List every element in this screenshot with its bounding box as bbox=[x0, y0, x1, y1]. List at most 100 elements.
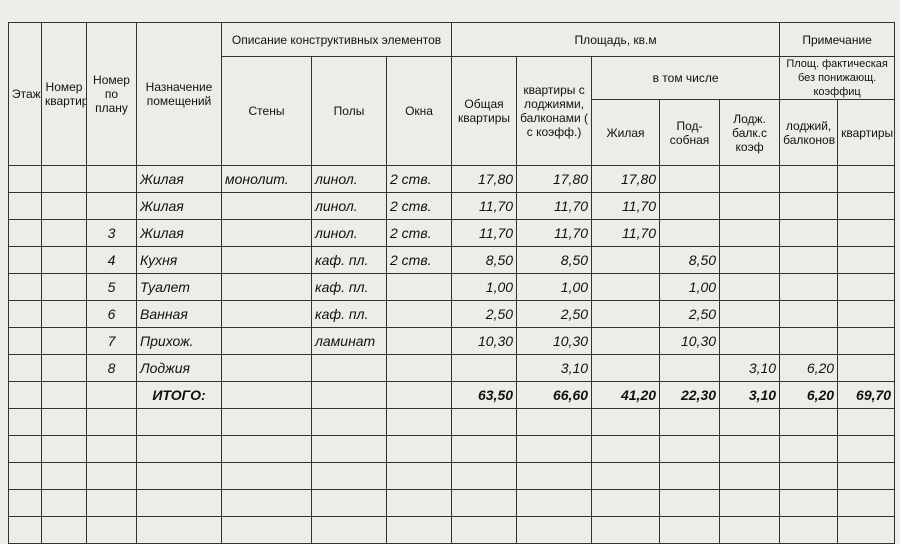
cell bbox=[719, 327, 781, 355]
cell bbox=[659, 219, 721, 247]
cell bbox=[221, 489, 312, 517]
header-plan: Номер по плану bbox=[93, 73, 130, 115]
cell bbox=[8, 327, 42, 355]
cell bbox=[516, 516, 593, 544]
cell: 10,30 bbox=[451, 327, 518, 355]
header-cell: Номер по плану bbox=[86, 22, 137, 166]
blank-row bbox=[8, 435, 896, 463]
cell bbox=[719, 516, 781, 544]
cell: 3,10 bbox=[516, 354, 593, 382]
header-floor: Этаж bbox=[12, 87, 41, 101]
cell: 2 ств. bbox=[385, 246, 453, 274]
cell: 66,60 bbox=[516, 381, 593, 409]
cell bbox=[719, 300, 781, 328]
cell: 3 bbox=[86, 219, 137, 247]
blank-row bbox=[8, 489, 896, 517]
cell: 2,50 bbox=[659, 300, 721, 328]
cell bbox=[385, 462, 453, 490]
cell bbox=[385, 516, 453, 544]
header-living: Жилая bbox=[591, 99, 661, 166]
header-walls: Стены bbox=[221, 56, 312, 166]
cell bbox=[311, 435, 387, 463]
cell bbox=[41, 354, 87, 382]
cell: 10,30 bbox=[659, 327, 721, 355]
cell: Кухня bbox=[136, 246, 222, 274]
cell bbox=[837, 165, 896, 193]
cell: 11,70 bbox=[516, 192, 593, 220]
cell bbox=[659, 462, 721, 490]
cell: 11,70 bbox=[591, 192, 661, 220]
cell: линол. bbox=[311, 219, 387, 247]
header-total-area: Общая квартиры bbox=[451, 56, 518, 166]
table-row: Жилая монолит. линол. 2 ств. 17,80 17,80 17,80 bbox=[8, 165, 896, 193]
cell: 11,70 bbox=[516, 219, 593, 247]
cell bbox=[779, 408, 839, 436]
cell bbox=[779, 489, 839, 517]
header-purpose: Назначение помещений bbox=[136, 22, 222, 166]
header-cell: Этаж bbox=[8, 22, 42, 166]
cell bbox=[719, 246, 781, 274]
cell bbox=[221, 300, 312, 328]
cell bbox=[516, 435, 593, 463]
cell bbox=[8, 192, 42, 220]
header-including: в том числе bbox=[591, 56, 781, 100]
cell: Жилая bbox=[136, 165, 222, 193]
cell bbox=[136, 462, 222, 490]
cell bbox=[837, 516, 896, 544]
cell bbox=[385, 435, 453, 463]
cell bbox=[311, 462, 387, 490]
cell: каф. пл. bbox=[311, 273, 387, 301]
cell bbox=[837, 192, 896, 220]
cell bbox=[837, 300, 896, 328]
cell bbox=[221, 246, 312, 274]
cell bbox=[837, 327, 896, 355]
cell bbox=[8, 408, 42, 436]
header-loggia-coef: Лодж. балк.с коэф bbox=[719, 99, 781, 166]
cell: 11,70 bbox=[591, 219, 661, 247]
cell bbox=[516, 462, 593, 490]
cell bbox=[41, 246, 87, 274]
cell bbox=[41, 300, 87, 328]
cell: 4 bbox=[86, 246, 137, 274]
cell bbox=[591, 408, 661, 436]
cell bbox=[311, 354, 387, 382]
cell bbox=[136, 435, 222, 463]
cell bbox=[591, 462, 661, 490]
cell: Жилая bbox=[136, 192, 222, 220]
cell: Туалет bbox=[136, 273, 222, 301]
cell bbox=[451, 489, 518, 517]
cell bbox=[591, 435, 661, 463]
blank-row bbox=[8, 516, 896, 544]
cell bbox=[385, 354, 453, 382]
cell bbox=[591, 327, 661, 355]
cell: Лоджия bbox=[136, 354, 222, 382]
blank-row bbox=[8, 462, 896, 490]
header-auxiliary: Под-собная bbox=[659, 99, 721, 166]
cell bbox=[86, 435, 137, 463]
cell bbox=[385, 408, 453, 436]
cell bbox=[86, 192, 137, 220]
cell bbox=[719, 408, 781, 436]
cell bbox=[516, 489, 593, 517]
cell bbox=[221, 219, 312, 247]
cell bbox=[779, 435, 839, 463]
cell bbox=[779, 462, 839, 490]
cell bbox=[86, 408, 137, 436]
cell bbox=[837, 219, 896, 247]
cell bbox=[8, 219, 42, 247]
cell: 6,20 bbox=[779, 381, 839, 409]
table-body: Жилая монолит. линол. 2 ств. 17,80 17,80 17,80… bbox=[8, 165, 896, 544]
cell: 2 ств. bbox=[385, 165, 453, 193]
cell bbox=[719, 489, 781, 517]
cell bbox=[659, 192, 721, 220]
cell bbox=[591, 489, 661, 517]
cell bbox=[221, 381, 312, 409]
cell bbox=[136, 489, 222, 517]
cell: 10,30 bbox=[516, 327, 593, 355]
cell bbox=[719, 165, 781, 193]
cell bbox=[311, 489, 387, 517]
cell: 2 ств. bbox=[385, 192, 453, 220]
cell: 1,00 bbox=[451, 273, 518, 301]
cell bbox=[41, 381, 87, 409]
